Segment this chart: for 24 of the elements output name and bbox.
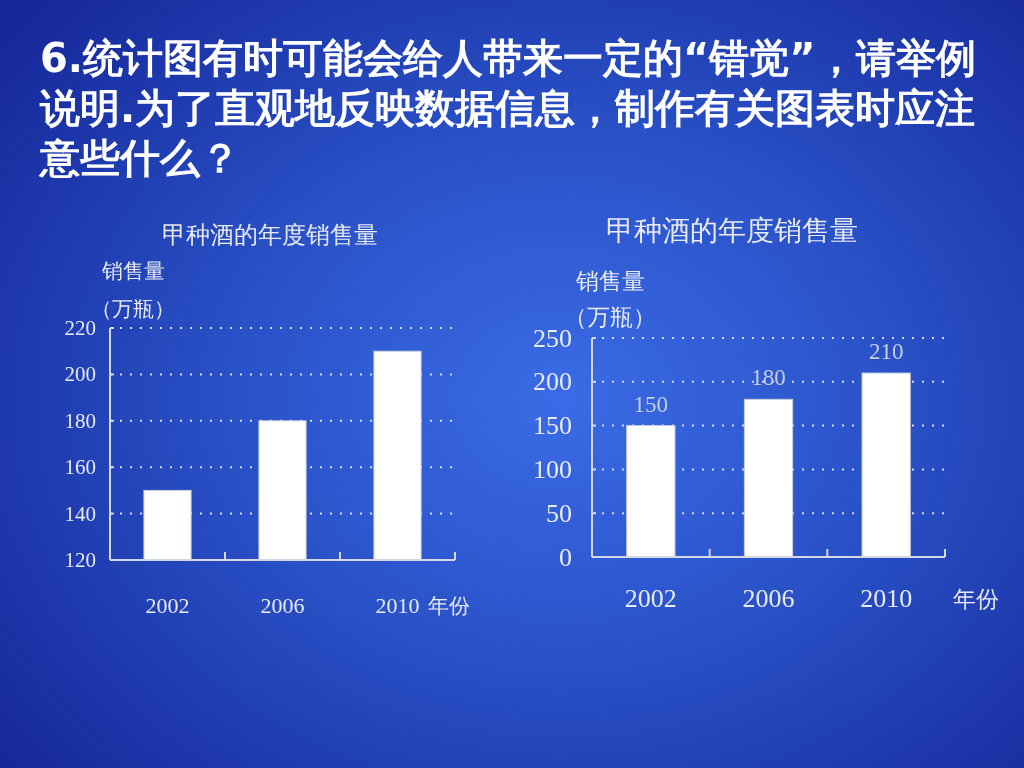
x-tick-label: 2002 xyxy=(624,584,677,613)
y-tick-label: 180 xyxy=(64,408,96,433)
y-tick-label: 100 xyxy=(533,454,572,484)
y-tick-label: 200 xyxy=(64,362,96,387)
data-label: 210 xyxy=(868,339,904,365)
x-axis-title: 年份 xyxy=(953,587,999,612)
x-tick-label: 2010 xyxy=(375,593,420,618)
x-axis-title: 年份 xyxy=(428,594,470,618)
y-tick-label: 50 xyxy=(546,498,572,528)
text: 6.统计图有时可能会给人带来一定的“错觉”，请举例说明.为了直观地反映数据信息，制作有关图表时应注意些什么？ xyxy=(38,35,976,181)
chart-title: 甲种酒的年度销售量 xyxy=(162,222,378,248)
y-tick-label: 120 xyxy=(64,548,96,572)
y-tick-label: 160 xyxy=(64,455,96,480)
x-tick-label: 2006 xyxy=(260,593,305,618)
x-tick-label: 2010 xyxy=(860,584,913,613)
chart-title: 甲种酒的年度销售量 xyxy=(606,215,858,246)
y-tick-label: 0 xyxy=(559,542,572,572)
y-tick-label: 200 xyxy=(533,367,572,397)
data-label: 180 xyxy=(751,365,786,391)
x-tick-label: 2002 xyxy=(145,593,190,618)
y-tick-label: 140 xyxy=(64,501,96,526)
x-tick-label: 2006 xyxy=(742,584,795,613)
data-label: 150 xyxy=(633,391,669,417)
y-tick-label: 150 xyxy=(533,411,572,441)
